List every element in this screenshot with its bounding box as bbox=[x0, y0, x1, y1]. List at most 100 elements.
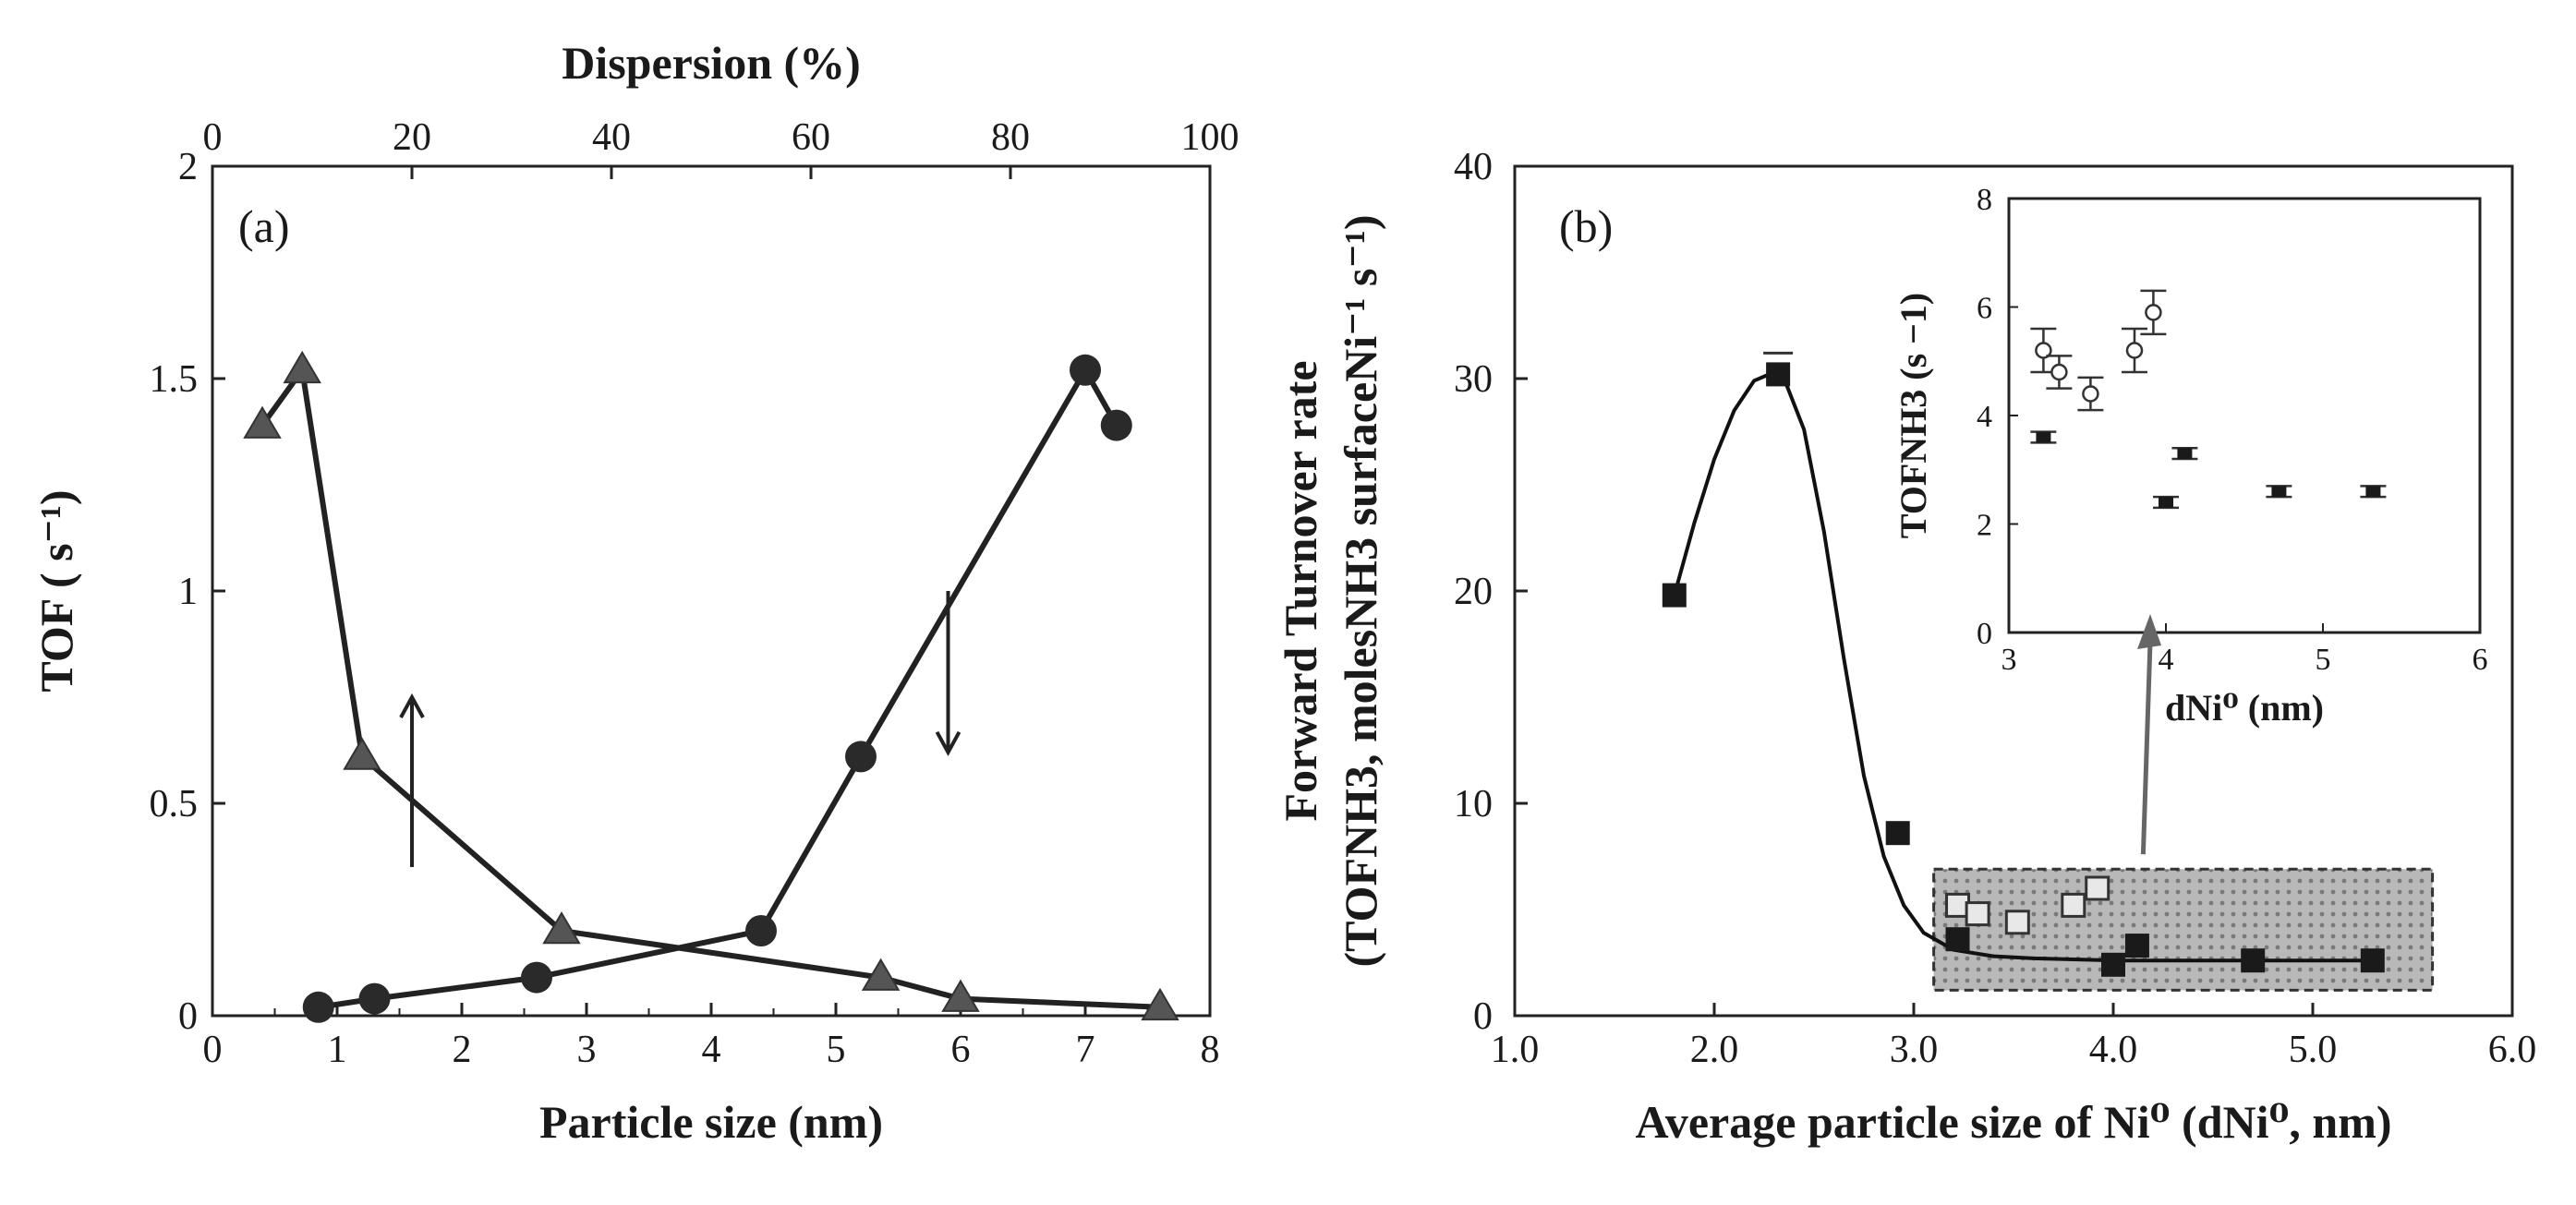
panel-b-open-square-point bbox=[2085, 875, 2110, 901]
inset-filled-square-point bbox=[2365, 486, 2381, 498]
panel-b-x-tick-label: 2.0 bbox=[1690, 1029, 1739, 1071]
panel-b-filled-square-point bbox=[1662, 583, 1687, 608]
panel-a-top-tick-label: 100 bbox=[1181, 116, 1240, 159]
inset-pointer-arrow bbox=[2137, 614, 2161, 855]
panel-b-filled-square-point bbox=[1766, 362, 1791, 387]
inset-y-tick-label: 6 bbox=[1977, 292, 1992, 326]
inset-open-circle-point bbox=[2145, 304, 2162, 321]
panel-a-series-line bbox=[260, 367, 1161, 1010]
inset-y-tick-label: 0 bbox=[1977, 617, 1992, 651]
panel-a-triangle-point bbox=[1141, 987, 1179, 1021]
inset-filled-square-point bbox=[2271, 486, 2287, 498]
panel-a-x-tick-label: 1 bbox=[328, 1029, 347, 1071]
inset-x-tick-label: 5 bbox=[2316, 643, 2331, 677]
panel-a-y-tick-label: 1 bbox=[178, 571, 198, 613]
inset-pointer-shaft bbox=[2140, 641, 2153, 855]
inset-y-ticks: 0 2 4 6 8 bbox=[1977, 183, 2018, 651]
panel-b-x-axis-label: Average particle size of Ni⁰ (dNi⁰, nm) bbox=[1635, 1096, 2391, 1148]
panel-a-triangle-point bbox=[283, 350, 321, 384]
inset-y-tick-label: 4 bbox=[1977, 400, 1992, 434]
panel-a-top-tick-label: 40 bbox=[592, 116, 631, 159]
panel-a-label: (a) bbox=[238, 200, 290, 252]
panel-a-series-line bbox=[318, 367, 1119, 1010]
panel-a-top-ticks: 0 20 40 60 80 100 bbox=[203, 116, 1240, 179]
panel-a-x-ticks: 0 1 2 3 4 5 6 7 8 bbox=[203, 1003, 1220, 1071]
panel-b-series bbox=[1662, 351, 2385, 977]
panel-a-x-tick-label: 7 bbox=[1076, 1029, 1095, 1071]
panel-a-top-tick-label: 20 bbox=[393, 116, 431, 159]
inset-x-tick-label: 3 bbox=[2002, 643, 2017, 677]
panel-b-filled-square-point bbox=[1945, 927, 1970, 952]
inset-plot-frame bbox=[2007, 197, 2482, 634]
panel-a-x-tick-label: 0 bbox=[203, 1029, 223, 1071]
inset-filled-square-point bbox=[2177, 448, 2193, 460]
panel-b-x-tick-label: 6.0 bbox=[2488, 1029, 2537, 1071]
panel-b-filled-square-point bbox=[2101, 952, 2125, 977]
panel-a-x-tick-label: 4 bbox=[702, 1029, 721, 1071]
inset-open-circle-point bbox=[2125, 342, 2144, 359]
panel-b-x-tick-label: 3.0 bbox=[1890, 1029, 1939, 1071]
panel-b-y-axis-label-line2: (TOFNH3, molesNH3 surfaceNi⁻¹ s⁻¹) bbox=[1335, 214, 1386, 967]
panel-a-down-arrow-head bbox=[935, 730, 961, 756]
panel-a-circle-point bbox=[302, 991, 334, 1023]
panel-a-triangle-point bbox=[861, 958, 901, 991]
panel-b-x-ticks: 1.0 2.0 3.0 4.0 5.0 6.0 bbox=[1491, 1003, 2537, 1071]
panel-b-y-axis-label-line1: Forward Turnover rate bbox=[1275, 360, 1326, 821]
panel-a-y-tick-label: 1.5 bbox=[150, 358, 199, 401]
panel-b-x-tick-label: 5.0 bbox=[2289, 1029, 2338, 1071]
panel-b-filled-square-point bbox=[2241, 948, 2266, 973]
panel-b-x-tick-label: 1.0 bbox=[1491, 1029, 1540, 1071]
panel-a-y-tick-label: 2 bbox=[178, 146, 198, 188]
panel-a-x-axis-label: Particle size (nm) bbox=[539, 1096, 883, 1148]
panel-a-x-tick-label: 6 bbox=[951, 1029, 971, 1071]
panel-a: (a) 0 1 2 3 4 5 6 7 8 0 0.5 1 1.5 2 0 20 40 60 80 100 Dis… bbox=[30, 37, 1240, 1148]
panel-b-y-tick-label: 20 bbox=[1454, 571, 1493, 613]
panel-b-y-tick-label: 30 bbox=[1454, 358, 1493, 401]
panel-a-top-tick-label: 60 bbox=[792, 116, 830, 159]
panel-a-x-tick-label: 5 bbox=[827, 1029, 846, 1071]
panel-a-plot-frame bbox=[211, 164, 1212, 1018]
panel-a-triangle-point bbox=[343, 737, 381, 770]
inset-open-circle-point bbox=[2050, 363, 2068, 381]
panel-b-filled-square-point bbox=[2360, 948, 2385, 973]
panel-b-label: (b) bbox=[1559, 200, 1613, 252]
panel-a-top-tick-label: 0 bbox=[203, 116, 223, 159]
panel-a-circle-point bbox=[745, 915, 777, 946]
inset-series bbox=[2030, 289, 2387, 510]
inset-x-tick-label: 4 bbox=[2159, 643, 2174, 677]
panel-a-x-tick-label: 3 bbox=[577, 1029, 597, 1071]
panel-a-y-tick-label: 0.5 bbox=[150, 783, 199, 825]
panel-a-triangle-point bbox=[941, 979, 980, 1012]
panel-b-y-tick-label: 0 bbox=[1473, 995, 1493, 1038]
panel-a-y-tick-label: 0 bbox=[178, 995, 198, 1038]
panel-a-circle-point bbox=[521, 961, 552, 994]
panel-b-inset: 3 4 5 6 0 2 4 6 8 dNi⁰ (nm) TOFNH3 (s −1) bbox=[1893, 183, 2488, 729]
panel-b-filled-square-point bbox=[2124, 934, 2149, 958]
inset-y-tick-label: 2 bbox=[1977, 509, 1992, 543]
panel-a-y-ticks: 0 0.5 1 1.5 2 bbox=[150, 146, 225, 1038]
panel-a-y-axis-label: TOF ( s⁻¹) bbox=[30, 489, 82, 692]
inset-pointer-head bbox=[2137, 614, 2161, 649]
panel-a-triangle-point bbox=[243, 405, 282, 439]
panel-a-top-tick-label: 80 bbox=[991, 116, 1030, 159]
panel-a-series bbox=[243, 350, 1179, 1023]
panel-b-x-tick-label: 4.0 bbox=[2089, 1029, 2138, 1071]
panel-b-fit-curve bbox=[1672, 370, 2373, 963]
inset-open-circle-point bbox=[2035, 342, 2052, 359]
inset-x-tick-label: 6 bbox=[2473, 643, 2488, 677]
inset-filled-square-point bbox=[2159, 497, 2173, 508]
panel-b-y-tick-label: 40 bbox=[1454, 146, 1493, 188]
panel-a-top-axis-label: Dispersion (%) bbox=[562, 37, 861, 89]
panel-a-circle-point bbox=[1100, 409, 1132, 441]
panel-b-filled-square-point bbox=[1885, 821, 1910, 846]
panel-b-open-square-point bbox=[1965, 901, 1990, 927]
panel-b-y-tick-label: 10 bbox=[1454, 783, 1493, 825]
inset-x-ticks: 3 4 5 6 bbox=[2002, 623, 2488, 677]
inset-y-tick-label: 8 bbox=[1977, 183, 1992, 217]
inset-filled-square-point bbox=[2036, 431, 2051, 443]
panel-b-open-square-point bbox=[2061, 892, 2086, 918]
panel-b-open-square-point bbox=[2004, 910, 2030, 935]
inset-open-circle-point bbox=[2082, 385, 2099, 403]
